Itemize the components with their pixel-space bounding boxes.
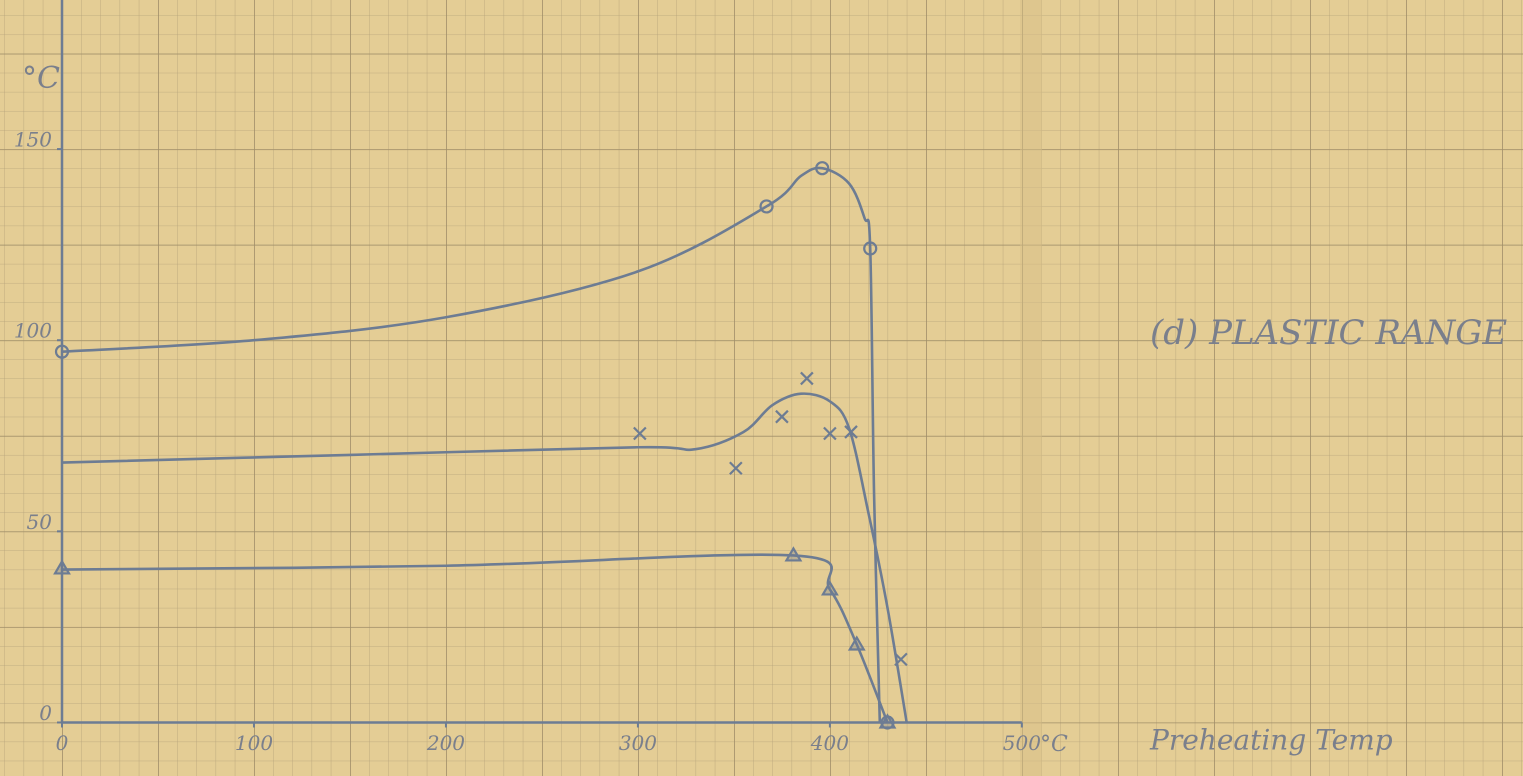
x-tick-label: 500 xyxy=(1003,731,1041,755)
x-tick-label: 100 xyxy=(235,731,273,755)
y-tick-label: 150 xyxy=(14,128,52,152)
x-tick-label: 0 xyxy=(56,731,69,755)
x-tick-label: 200 xyxy=(426,731,465,755)
chart: (d) PLASTIC RANGE °C °C Preheating Temp … xyxy=(0,0,1523,776)
chart-title: (d) PLASTIC RANGE xyxy=(1150,313,1507,353)
x-axis-label: Preheating Temp xyxy=(1149,724,1393,757)
y-axis-label: °C xyxy=(22,61,60,96)
y-tick-label: 50 xyxy=(27,510,53,534)
x-tick-label: 300 xyxy=(619,731,657,755)
x-axis-unit: °C xyxy=(1040,732,1068,757)
y-tick-label: 0 xyxy=(39,701,52,725)
page: (d) PLASTIC RANGE °C °C Preheating Temp … xyxy=(0,0,1523,776)
y-tick-label: 100 xyxy=(14,319,52,343)
paper-fold xyxy=(1020,0,1042,776)
graph-paper-major xyxy=(0,0,1523,776)
x-tick-label: 400 xyxy=(810,731,849,755)
